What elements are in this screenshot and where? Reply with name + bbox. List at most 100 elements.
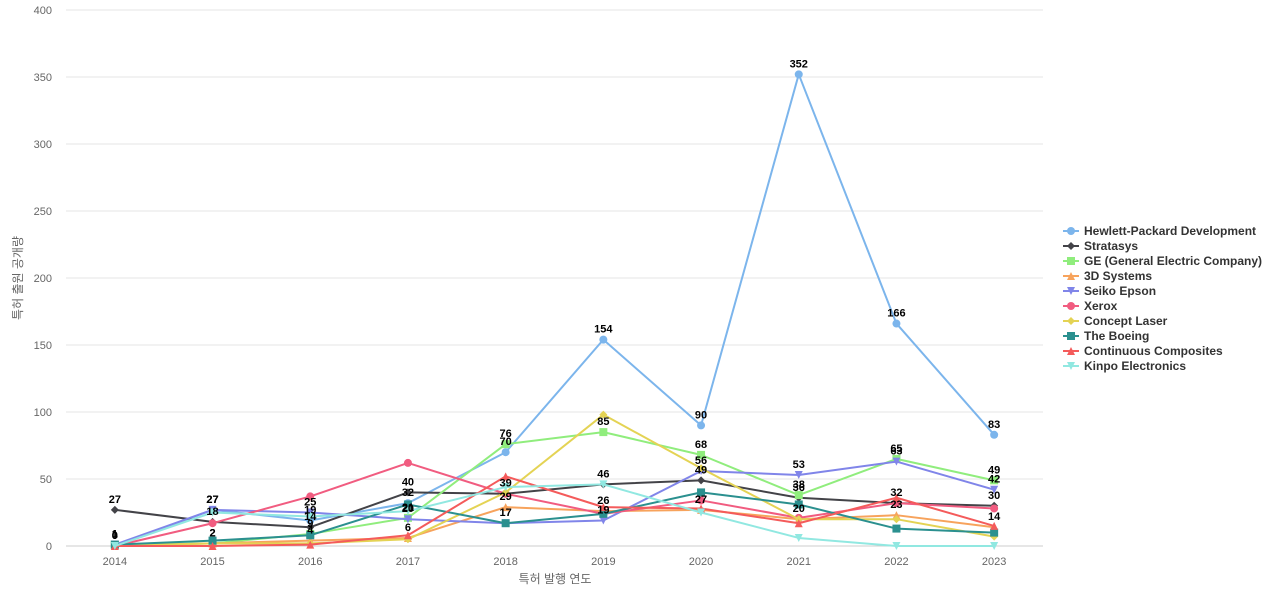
- legend-marker[interactable]: [1067, 347, 1075, 355]
- legend-item-seiko-epson[interactable]: Seiko Epson: [1063, 284, 1156, 298]
- data-point-marker[interactable]: [306, 512, 315, 521]
- data-point-marker[interactable]: [501, 503, 510, 512]
- legend-item-concept-laser[interactable]: Concept Laser: [1063, 314, 1168, 328]
- data-point-marker[interactable]: [306, 540, 315, 549]
- legend-item-the-boeing[interactable]: The Boeing: [1063, 329, 1149, 343]
- data-point-marker[interactable]: [403, 500, 412, 509]
- legend-marker[interactable]: [1067, 362, 1075, 370]
- data-point-marker[interactable]: [306, 523, 315, 532]
- data-point-marker[interactable]: [697, 496, 706, 505]
- data-point-marker[interactable]: [697, 476, 706, 485]
- legend-marker[interactable]: [1067, 227, 1075, 235]
- series-line[interactable]: [113, 461, 996, 547]
- data-point-marker[interactable]: [599, 509, 608, 518]
- series-line[interactable]: [113, 460, 996, 546]
- data-point-marker[interactable]: [501, 448, 510, 457]
- data-point-marker[interactable]: [599, 335, 608, 344]
- data-point-marker[interactable]: [208, 519, 217, 528]
- data-point-marker[interactable]: [403, 507, 412, 516]
- data-point-marker[interactable]: [501, 472, 510, 481]
- data-point-marker[interactable]: [794, 470, 803, 479]
- data-point-marker[interactable]: [110, 505, 119, 514]
- data-point-marker[interactable]: [794, 533, 803, 542]
- legend-item-xerox[interactable]: Xerox: [1063, 299, 1118, 313]
- data-point-marker[interactable]: [501, 483, 510, 492]
- series-hewlett-packard-development[interactable]: [110, 70, 999, 550]
- data-point-marker[interactable]: [990, 528, 999, 537]
- data-label: 70: [500, 436, 512, 448]
- series-line[interactable]: [113, 413, 996, 547]
- legend-marker[interactable]: [1067, 242, 1075, 250]
- data-point-marker[interactable]: [501, 488, 510, 497]
- data-point-marker[interactable]: [892, 319, 901, 328]
- data-point-marker[interactable]: [990, 485, 999, 494]
- data-point-marker[interactable]: [990, 430, 999, 439]
- data-label: 63: [890, 446, 902, 458]
- data-point-marker[interactable]: [990, 476, 999, 485]
- data-point-marker[interactable]: [599, 503, 608, 512]
- data-point-marker[interactable]: [794, 491, 803, 500]
- data-point-marker[interactable]: [990, 504, 999, 513]
- legend-item-stratasys[interactable]: Stratasys: [1063, 239, 1138, 253]
- data-point-marker[interactable]: [403, 488, 412, 497]
- legend-marker[interactable]: [1067, 257, 1075, 265]
- data-point-marker[interactable]: [599, 410, 608, 419]
- data-point-marker[interactable]: [892, 515, 901, 524]
- data-point-marker[interactable]: [501, 519, 510, 528]
- data-point-marker[interactable]: [697, 464, 706, 473]
- data-point-marker[interactable]: [306, 492, 315, 501]
- data-point-marker[interactable]: [208, 508, 217, 517]
- data-point-marker[interactable]: [892, 511, 901, 520]
- series-line[interactable]: [113, 479, 996, 529]
- series-continuous-composites[interactable]: [110, 472, 999, 550]
- data-point-marker[interactable]: [208, 536, 217, 545]
- data-point-marker[interactable]: [306, 531, 315, 540]
- series-line[interactable]: [113, 483, 996, 547]
- legend-item-hewlett-packard-development[interactable]: Hewlett-Packard Development: [1063, 224, 1256, 238]
- legend-marker[interactable]: [1067, 317, 1075, 325]
- data-point-marker[interactable]: [403, 531, 412, 540]
- series-line[interactable]: [113, 491, 996, 546]
- x-tick-label: 2020: [689, 556, 713, 568]
- data-point-marker[interactable]: [306, 516, 315, 525]
- data-point-marker[interactable]: [697, 450, 706, 459]
- data-point-marker[interactable]: [892, 524, 901, 533]
- data-point-marker[interactable]: [990, 542, 999, 550]
- legend-item-3d-systems[interactable]: 3D Systems: [1063, 269, 1152, 283]
- legend-item-continuous-composites[interactable]: Continuous Composites: [1063, 344, 1223, 358]
- series-kinpo-electronics[interactable]: [110, 480, 999, 550]
- legend-marker[interactable]: [1067, 287, 1075, 295]
- data-point-marker[interactable]: [697, 488, 706, 497]
- legend-item-kinpo-electronics[interactable]: Kinpo Electronics: [1063, 359, 1186, 373]
- data-point-marker[interactable]: [599, 516, 608, 525]
- legend-marker[interactable]: [1067, 302, 1075, 310]
- data-point-marker[interactable]: [794, 500, 803, 509]
- series-concept-laser[interactable]: [110, 410, 999, 550]
- data-point-marker[interactable]: [403, 458, 412, 467]
- data-point-marker[interactable]: [306, 508, 315, 517]
- y-axis-ticks: 0 50 100 150 200 250 300 350 400: [34, 5, 52, 553]
- data-point-marker[interactable]: [110, 542, 119, 550]
- data-point-marker[interactable]: [794, 515, 803, 524]
- data-point-marker[interactable]: [599, 428, 608, 437]
- legend-marker[interactable]: [1067, 332, 1075, 340]
- legend-item-ge-general-electric-company[interactable]: GE (General Electric Company): [1063, 254, 1262, 268]
- data-point-marker[interactable]: [990, 521, 999, 530]
- data-point-marker[interactable]: [892, 457, 901, 466]
- data-point-marker[interactable]: [403, 515, 412, 524]
- data-point-marker[interactable]: [794, 519, 803, 528]
- data-point-marker[interactable]: [892, 493, 901, 502]
- series-xerox[interactable]: [110, 458, 999, 550]
- data-point-marker[interactable]: [501, 440, 510, 449]
- data-point-marker[interactable]: [599, 480, 608, 489]
- data-point-marker[interactable]: [697, 508, 706, 517]
- series-line[interactable]: [113, 73, 996, 547]
- x-tick-label: 2019: [591, 556, 615, 568]
- data-label: 352: [790, 58, 808, 70]
- data-point-marker[interactable]: [794, 70, 803, 79]
- data-point-marker[interactable]: [892, 542, 901, 550]
- data-point-marker[interactable]: [697, 421, 706, 430]
- legend-marker[interactable]: [1067, 272, 1075, 280]
- series-line[interactable]: [113, 475, 996, 547]
- data-point-marker[interactable]: [208, 542, 217, 550]
